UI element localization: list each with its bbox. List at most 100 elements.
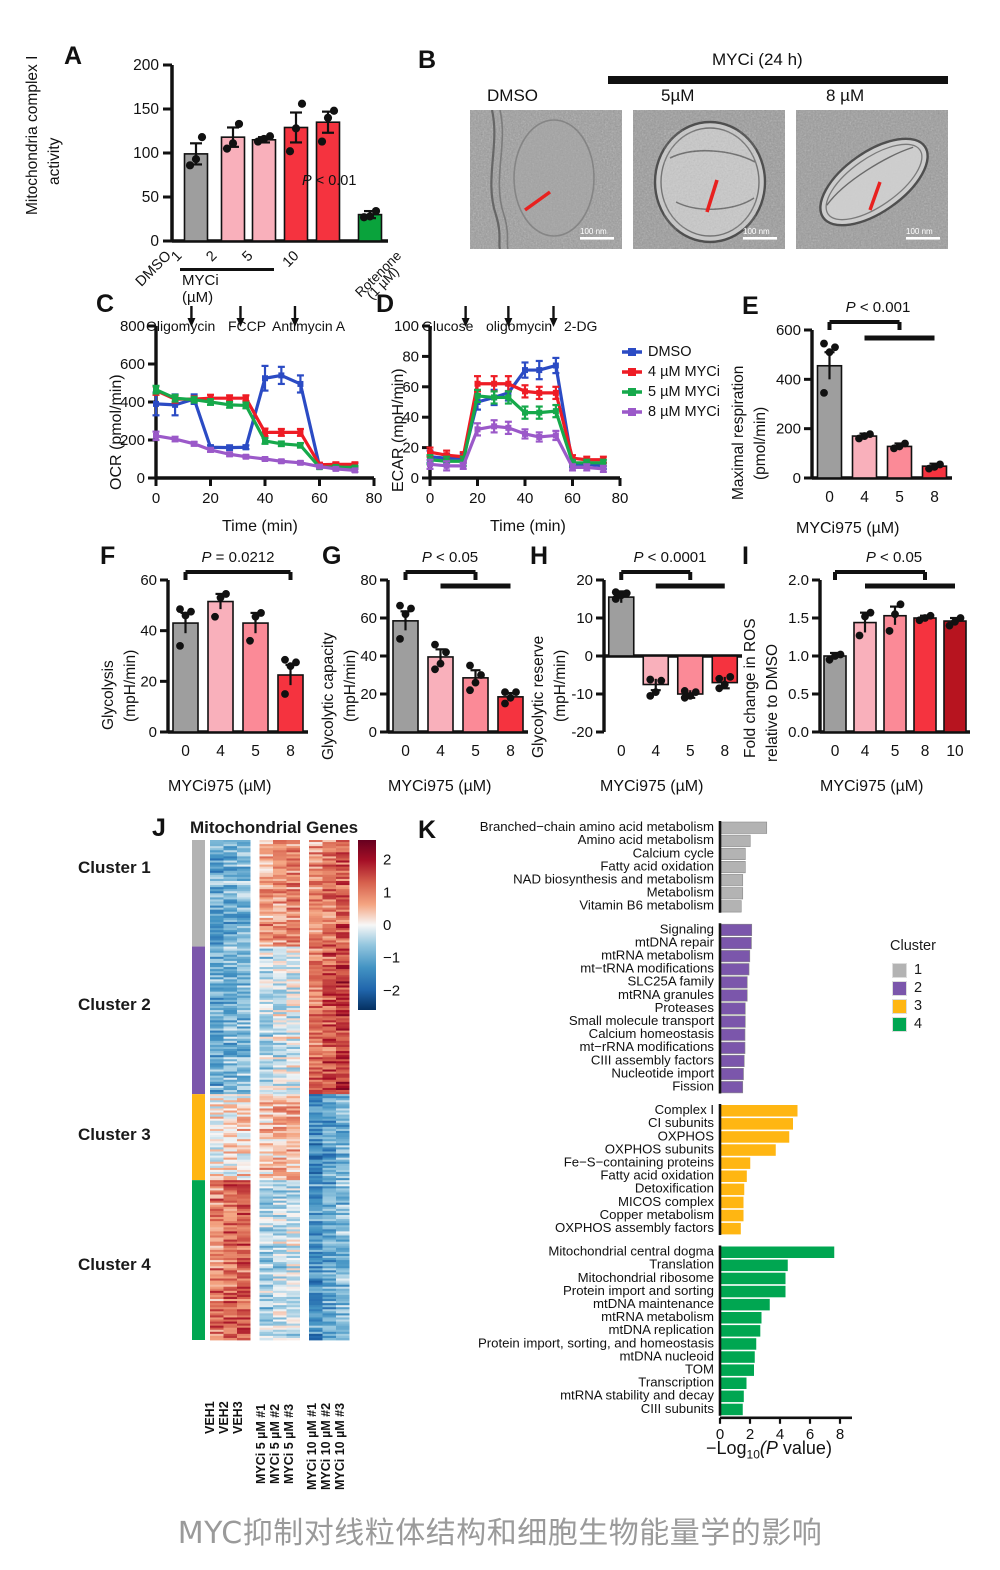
- svg-text:Small molecule transport: Small molecule transport: [569, 1013, 714, 1028]
- svg-text:0: 0: [137, 470, 145, 487]
- svg-text:8: 8: [930, 489, 939, 506]
- xlabel-post: value): [777, 1438, 832, 1458]
- svg-text:60: 60: [140, 572, 157, 589]
- panel-h-ylabel-line1: Glycolytic reserve: [530, 635, 547, 758]
- panel-j-heatmap: [192, 840, 350, 1341]
- svg-text:4: 4: [861, 743, 870, 760]
- arrow-indicator-3: [868, 181, 882, 211]
- svg-text:200: 200: [120, 432, 145, 449]
- svg-text:0: 0: [585, 648, 593, 665]
- svg-text:5: 5: [251, 743, 260, 760]
- cluster-label-3: Cluster 3: [78, 1125, 151, 1144]
- hm-col-veh3: VEH3: [231, 1401, 245, 1434]
- svg-text:Complex I: Complex I: [655, 1102, 714, 1117]
- xlabel-pre: −Log: [706, 1438, 747, 1458]
- panel-c-annot-antimycina: Antimycin A: [272, 318, 346, 334]
- svg-text:0: 0: [152, 490, 160, 507]
- panel-c-annot-oligomycin: Oligomycin: [146, 318, 216, 334]
- hm-col-myci5-2: MYCi 5 µM #2: [268, 1403, 282, 1484]
- svg-text:Metabolism: Metabolism: [647, 885, 714, 900]
- svg-text:1: 1: [383, 884, 391, 901]
- svg-text:mtDNA nucleoid: mtDNA nucleoid: [619, 1348, 714, 1363]
- panel-h-ylabel-line2: (mpH/min): [552, 649, 569, 722]
- svg-text:4: 4: [860, 489, 869, 506]
- panel-d-chart: 0 20 40 60 80 100 0 20 40 60 80: [394, 306, 628, 507]
- panel-d-legend: [622, 348, 642, 416]
- panel-b-col-8um: 8 µM: [826, 86, 865, 105]
- panel-letter-i: I: [742, 542, 749, 570]
- svg-text:1.5: 1.5: [788, 610, 809, 627]
- svg-text:400: 400: [776, 371, 801, 388]
- panel-e-xlabel: MYCi975 (µM): [796, 520, 900, 537]
- svg-text:600: 600: [120, 356, 145, 373]
- panel-f-chart: 0 20 40 60 0 4 5 8 P = 0.0212: [140, 549, 308, 760]
- svg-text:40: 40: [517, 490, 534, 507]
- panel-letter-k: K: [418, 816, 437, 844]
- arrow-indicator-2: [705, 179, 719, 213]
- mycd-group-rule: [180, 268, 274, 271]
- panel-c-ylabel: OCR (pmol/min): [108, 374, 125, 490]
- svg-text:0: 0: [181, 743, 190, 760]
- svg-text:2.0: 2.0: [788, 572, 809, 589]
- panel-a-ylabel-line2: activity: [46, 137, 63, 185]
- legend-item-dmso: DMSO: [648, 344, 692, 360]
- svg-text:mtRNA granules: mtRNA granules: [618, 987, 714, 1002]
- panel-d-xlabel: Time (min): [490, 518, 566, 535]
- panel-e-chart: 0 200 400 600 0 4 5 8 P < 0.001: [776, 299, 952, 506]
- svg-text:Calcium cycle: Calcium cycle: [633, 845, 714, 860]
- svg-text:Branched−chain amino acid meta: Branched−chain amino acid metabolism: [480, 819, 714, 834]
- cluster-swatch-2: [892, 980, 907, 996]
- svg-text:20: 20: [576, 572, 593, 589]
- svg-text:Detoxification: Detoxification: [635, 1181, 714, 1196]
- svg-text:200: 200: [133, 57, 159, 74]
- cluster-legend: 1 2 3 4: [892, 962, 922, 1032]
- svg-text:150: 150: [133, 101, 159, 118]
- svg-text:Signaling: Signaling: [660, 921, 714, 936]
- panel-letter-e: E: [742, 292, 759, 320]
- panel-g-ylabel-line2: (mpH/min): [342, 649, 359, 722]
- panel-g-chart: 0 20 40 60 80 0 4 5 8 P < 0.05: [360, 549, 528, 760]
- svg-text:2: 2: [746, 1426, 754, 1443]
- svg-text:mtRNA metabolism: mtRNA metabolism: [601, 948, 714, 963]
- panel-e-ylabel-line1: Maximal respiration: [730, 365, 747, 500]
- svg-text:mtRNA metabolism: mtRNA metabolism: [601, 1309, 714, 1324]
- svg-text:OXPHOS assembly factors: OXPHOS assembly factors: [555, 1220, 714, 1235]
- svg-text:Fatty acid oxidation: Fatty acid oxidation: [600, 858, 714, 873]
- svg-text:800: 800: [120, 318, 145, 335]
- svg-text:0: 0: [383, 917, 391, 934]
- svg-text:20: 20: [469, 490, 486, 507]
- svg-text:−1: −1: [383, 950, 400, 967]
- svg-text:Mitochondrial central dogma: Mitochondrial central dogma: [548, 1244, 714, 1259]
- panel-c-xlabel: Time (min): [222, 518, 298, 535]
- panel-d-annot-oligomycin: oligomycin: [486, 318, 553, 334]
- svg-text:-10: -10: [571, 686, 593, 703]
- svg-text:0: 0: [150, 233, 159, 250]
- svg-text:60: 60: [311, 490, 328, 507]
- panel-i-ylabel-line2: relative to DMSO: [764, 643, 781, 762]
- svg-text:−2: −2: [383, 982, 400, 999]
- svg-text:5: 5: [895, 489, 904, 506]
- panel-b-header-rule: [608, 76, 948, 84]
- legend-item-4um: 4 µM MYCi: [648, 364, 720, 380]
- panel-i-ylabel-line1: Fold change in ROS: [742, 618, 759, 758]
- svg-text:Translation: Translation: [649, 1257, 714, 1272]
- panel-f-xlabel: MYCi975 (µM): [168, 778, 272, 795]
- svg-text:40: 40: [257, 490, 274, 507]
- svg-text:CIII assembly factors: CIII assembly factors: [591, 1052, 715, 1067]
- svg-text:200: 200: [776, 421, 801, 438]
- cluster-label-1: Cluster 1: [78, 858, 151, 877]
- panel-f-ylabel-line2: (mpH/min): [122, 649, 139, 722]
- svg-text:CI subunits: CI subunits: [648, 1115, 714, 1130]
- svg-text:8: 8: [921, 743, 930, 760]
- svg-text:Vitamin B6 metabolism: Vitamin B6 metabolism: [579, 898, 714, 913]
- cluster-swatch-4: [892, 1016, 907, 1032]
- hm-col-myci10-2: MYCi 10 µM #2: [319, 1402, 333, 1490]
- svg-text:0: 0: [716, 1426, 724, 1443]
- scalebar-label-1: 100 nm: [580, 227, 607, 236]
- svg-text:20: 20: [202, 490, 219, 507]
- svg-text:0.5: 0.5: [788, 686, 809, 703]
- svg-text:400: 400: [120, 394, 145, 411]
- panel-letter-a: A: [64, 42, 83, 70]
- svg-text:Transcription: Transcription: [638, 1375, 714, 1390]
- panel-i-chart: 0.0 0.5 1.0 1.5 2.0 0 4 5 8 10 P < 0.05: [788, 549, 970, 760]
